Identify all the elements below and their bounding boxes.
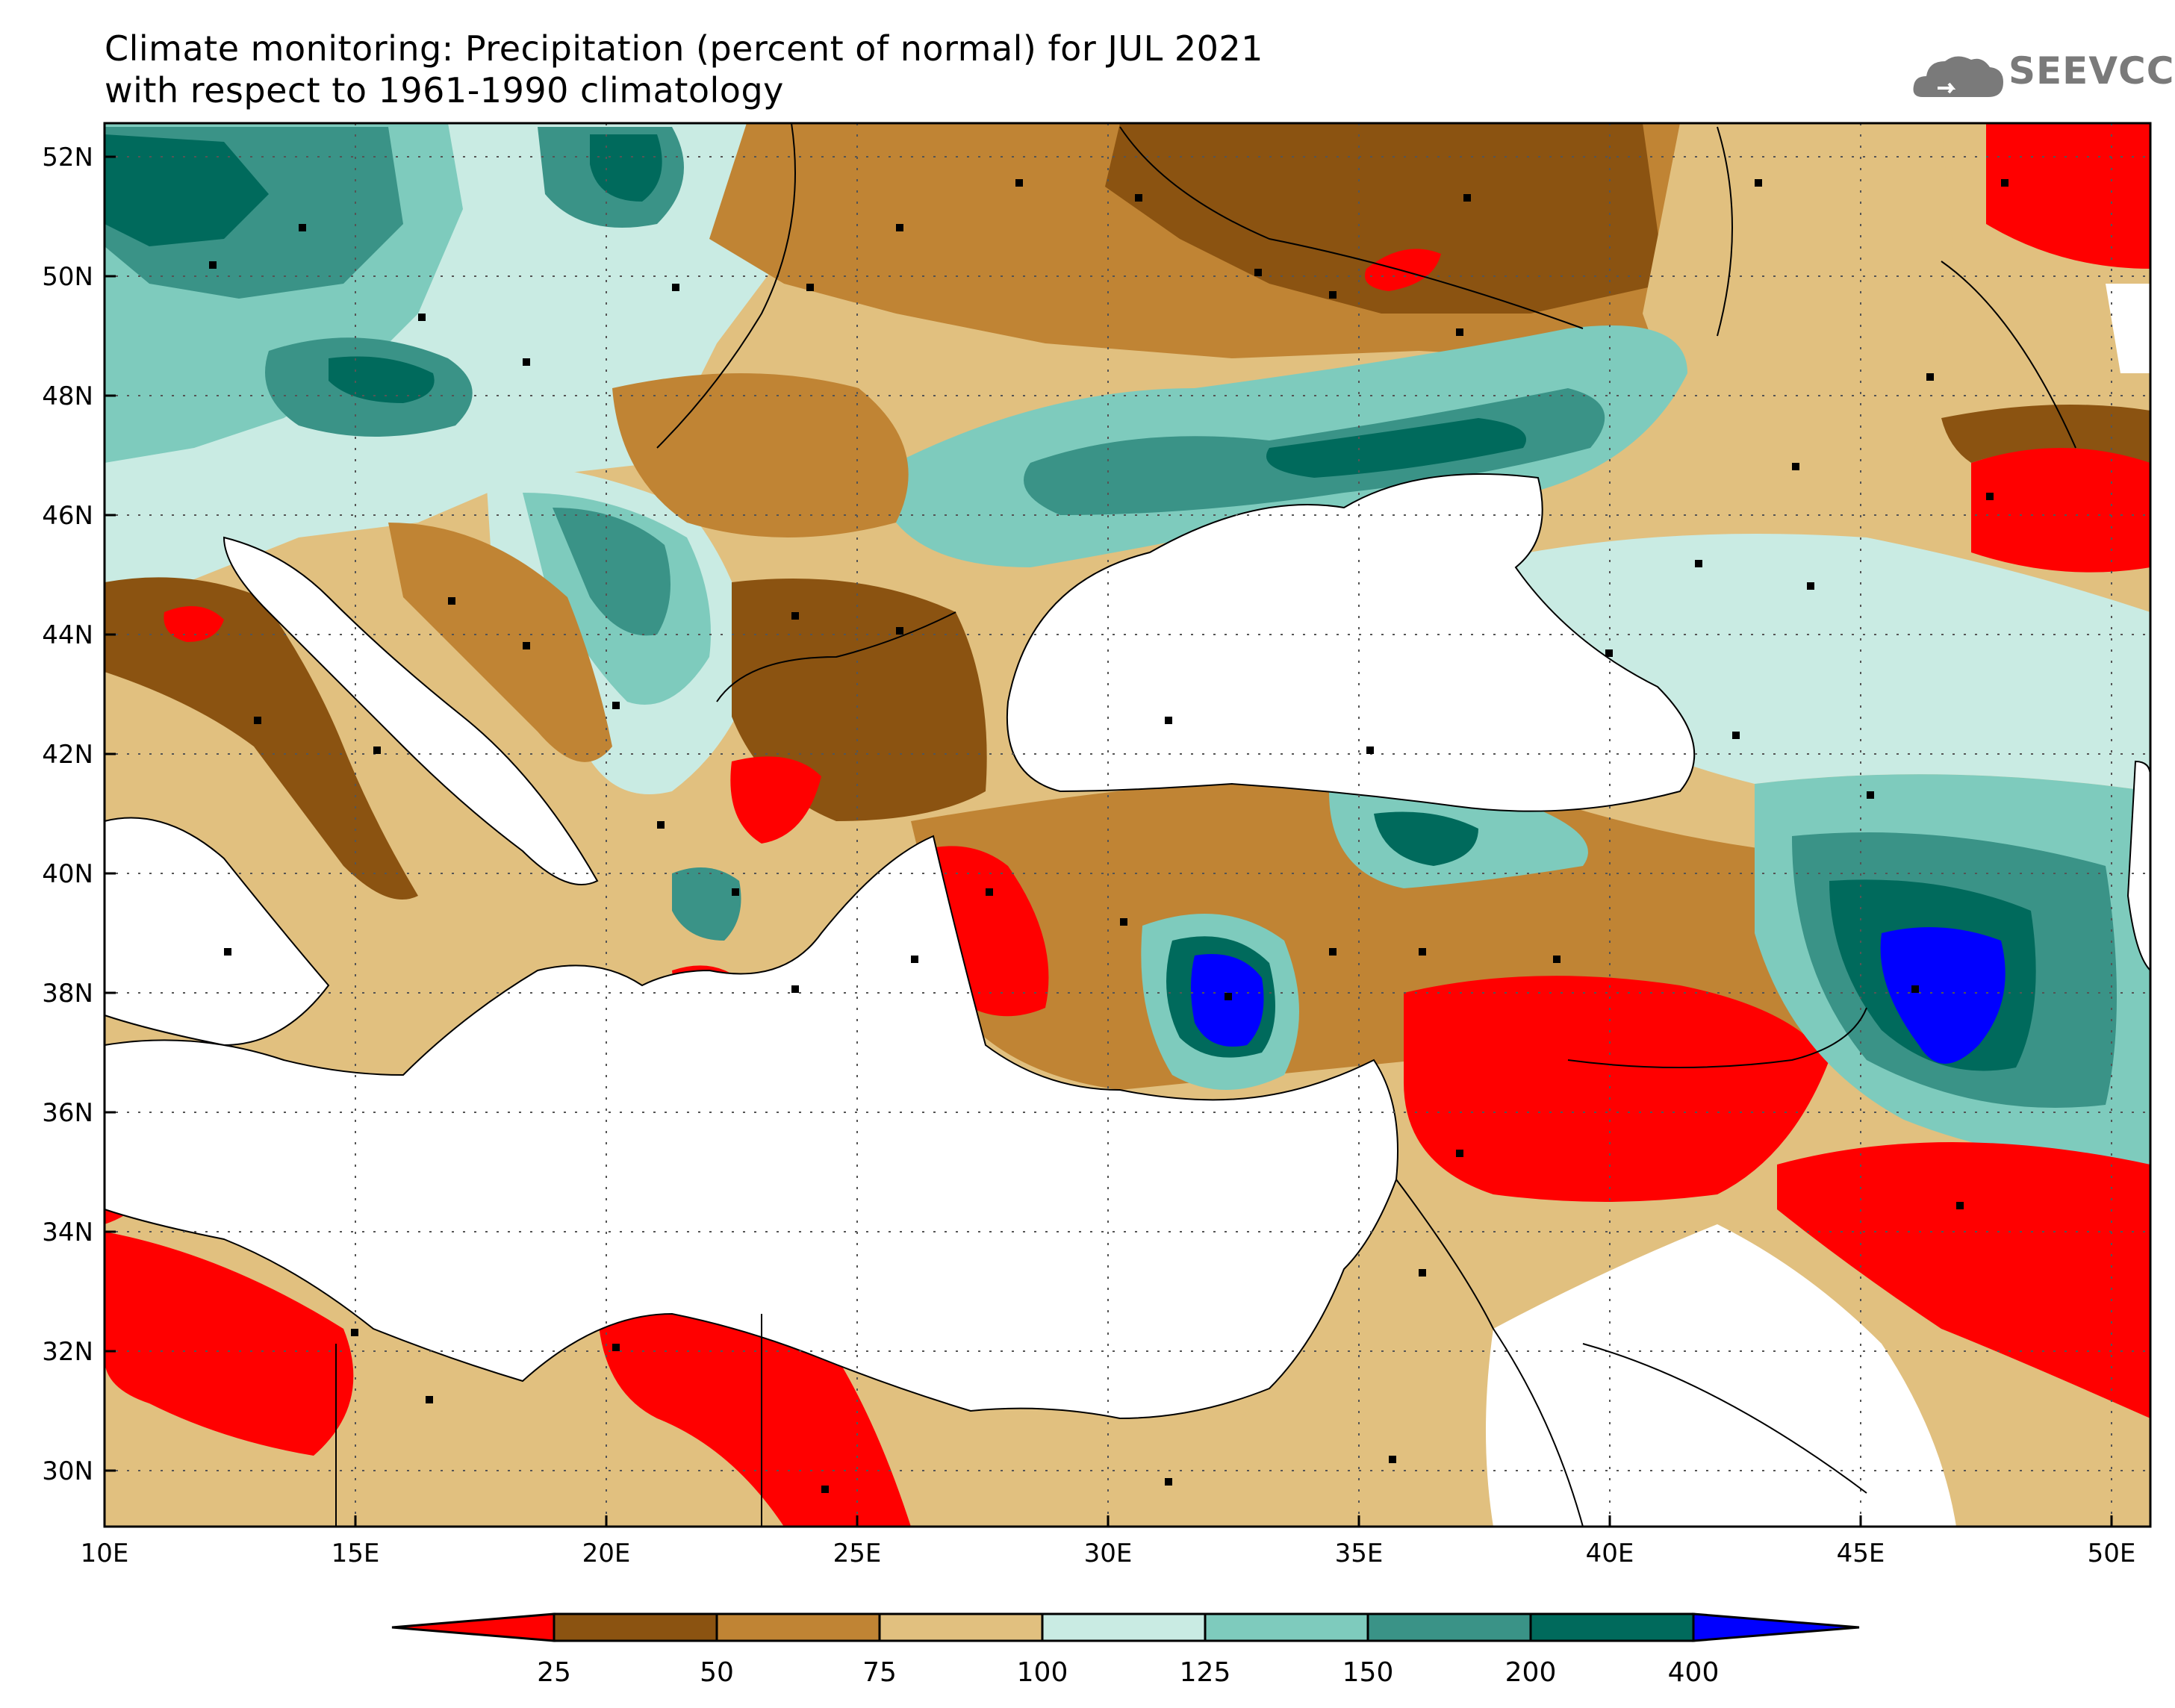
colorbar-label: 25 — [537, 1657, 571, 1688]
colorbar: 25 50 75 100 125 150 200 400 — [391, 1612, 1860, 1688]
lat-label: 40N — [42, 859, 93, 889]
colorbar-label: 50 — [700, 1657, 734, 1688]
lon-label: 30E — [1084, 1539, 1133, 1568]
region-iraq-red — [1777, 1142, 2150, 1418]
region-libya-east-red — [597, 1287, 911, 1527]
region-southeast-turkey-red — [1404, 976, 1829, 1202]
cloud-logo-icon — [1913, 56, 2003, 97]
lat-label: 42N — [42, 740, 93, 770]
lon-label: 10E — [81, 1539, 129, 1568]
region-turkey-north-dark — [1374, 811, 1478, 866]
region-greece-wet — [672, 867, 741, 941]
colorbar-label: 100 — [1017, 1657, 1068, 1688]
colorbar-segment — [878, 1612, 1044, 1642]
country-borders — [335, 122, 2076, 1527]
colorbar-segment — [1041, 1612, 1207, 1642]
lat-label: 50N — [42, 262, 93, 292]
region-adriatic-coast-dry — [388, 523, 612, 762]
region-northwest-darkest — [105, 134, 269, 246]
lat-label: 46N — [42, 501, 93, 531]
region-italy-red — [164, 606, 224, 642]
lon-label: 25E — [833, 1539, 882, 1568]
region-bulgaria-red — [730, 756, 821, 844]
region-teal-band-darkest — [1266, 418, 1526, 478]
map-title-line1: Climate monitoring: Precipitation (perce… — [105, 28, 1263, 69]
latitude-labels: 52N 50N 48N 46N 44N 42N 40N 38N 36N 34N … — [42, 143, 93, 1486]
lon-label: 45E — [1837, 1539, 1885, 1568]
colorbar-label: 125 — [1180, 1657, 1231, 1688]
colorbar-label: 75 — [862, 1657, 897, 1688]
lon-label: 15E — [332, 1539, 380, 1568]
lat-label: 36N — [42, 1098, 93, 1128]
colorbar-label: 150 — [1342, 1657, 1394, 1688]
lon-label: 50E — [2088, 1539, 2136, 1568]
colorbar-label: 200 — [1505, 1657, 1557, 1688]
colorbar-segment — [1204, 1612, 1369, 1642]
lat-label: 38N — [42, 979, 93, 1009]
region-ukraine-drier — [1105, 123, 1665, 314]
axis-tick-marks — [103, 155, 2113, 1527]
no-data-north — [2106, 284, 2150, 373]
lat-label: 52N — [42, 143, 93, 172]
logo-text: SEEVCCC — [2008, 49, 2175, 93]
lat-label: 48N — [42, 381, 93, 411]
lat-label: 44N — [42, 620, 93, 650]
no-data-arabia — [1486, 1224, 1956, 1527]
black-sea — [1006, 473, 1696, 812]
adriatic-sea — [223, 536, 599, 885]
caspian-sea — [2126, 760, 2151, 973]
region-bulgaria-dry — [732, 579, 987, 821]
lon-label: 20E — [582, 1539, 631, 1568]
region-libya-red — [105, 1232, 354, 1456]
region-caucasus-blue — [1880, 927, 2006, 1064]
region-balkans-dark — [553, 508, 670, 636]
region-belarus-light — [1643, 123, 1956, 478]
region-volga-red — [1986, 123, 2150, 269]
map-title-line2: with respect to 1961-1990 climatology — [105, 70, 784, 110]
lon-label: 40E — [1586, 1539, 1634, 1568]
colorbar-segment — [1692, 1612, 1860, 1642]
colorbar-segment — [391, 1612, 556, 1642]
longitude-labels: 10E 15E 20E 25E 30E 35E 40E 45E 50E — [81, 1539, 2136, 1568]
mediterranean-sea — [104, 835, 1398, 1420]
lat-label: 34N — [42, 1218, 93, 1247]
lon-label: 35E — [1335, 1539, 1384, 1568]
lat-label: 30N — [42, 1456, 93, 1486]
region-poland-dark — [590, 134, 662, 202]
region-kalmykia-dry — [1941, 405, 2150, 463]
region-alps-darkest — [329, 356, 435, 403]
colorbar-segment — [553, 1612, 718, 1642]
station-markers — [209, 179, 2008, 1493]
region-kalmykia-red — [1971, 443, 2150, 573]
colorbar-label: 400 — [1668, 1657, 1720, 1688]
region-romania-dry — [612, 373, 909, 537]
region-italy-dry — [105, 577, 418, 900]
lat-label: 32N — [42, 1337, 93, 1367]
colorbar-segment — [715, 1612, 881, 1642]
colorbar-segment — [1529, 1612, 1695, 1642]
map-frame — [103, 122, 2152, 1528]
colorbar-segment — [1366, 1612, 1532, 1642]
sea-areas — [104, 473, 2151, 1420]
tyrrhenian-sea — [104, 817, 330, 1047]
